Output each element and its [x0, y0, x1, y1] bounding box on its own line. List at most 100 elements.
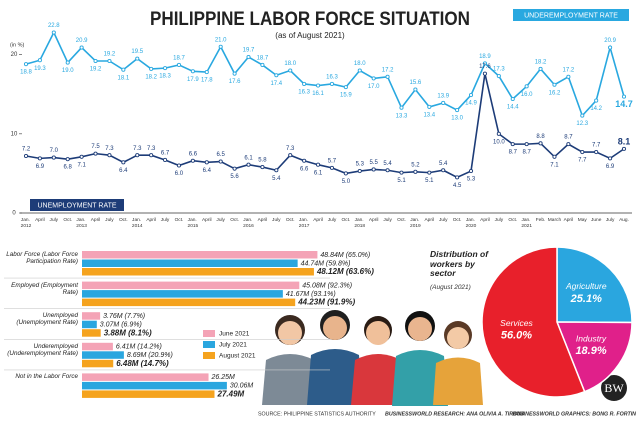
point	[468, 168, 474, 174]
bar	[82, 251, 318, 259]
point	[65, 157, 70, 162]
legend-label: July 2021	[219, 342, 247, 349]
data-label: 18.0	[284, 61, 296, 67]
data-label: 5.1	[397, 178, 406, 184]
data-label: 7.3	[133, 146, 142, 152]
x-tick-label: Oct.	[119, 217, 128, 223]
point	[482, 71, 487, 76]
x-tick-label: July	[105, 217, 114, 223]
data-label: 7.1	[77, 162, 86, 168]
point	[357, 68, 362, 73]
data-label: 6.4	[119, 168, 128, 174]
point	[538, 141, 543, 146]
point	[357, 168, 362, 174]
data-label: 7.3	[105, 146, 114, 152]
x-tick-label: Jan. 2012	[21, 217, 32, 229]
x-tick-label: Oct.	[397, 217, 406, 223]
x-tick-label: July	[606, 217, 615, 223]
data-label: 13.3	[396, 113, 408, 119]
row-label: Employed (Employment Rate)	[11, 281, 78, 296]
data-label: 14.4	[507, 105, 519, 111]
point	[135, 56, 140, 61]
point	[51, 30, 56, 35]
data-label: 18.9	[479, 54, 491, 60]
data-label: 18.3	[159, 74, 171, 80]
x-tick-label: July	[216, 217, 225, 223]
data-label: 7.2	[22, 147, 31, 153]
y-tick-label: 20	[11, 52, 18, 58]
point	[163, 66, 168, 71]
slice-label: Industry	[576, 334, 607, 344]
x-tick-label: Feb.	[536, 217, 546, 223]
series-line	[25, 73, 625, 179]
data-label: 6.1	[244, 155, 253, 161]
point	[594, 149, 599, 155]
data-label: 18.2	[535, 59, 547, 65]
row-label: Underemployed (Underemployment Rate)	[7, 342, 78, 357]
bar	[82, 312, 101, 320]
point	[441, 100, 446, 106]
logo: BW	[604, 381, 624, 395]
bar-value-label: 48.12M (63.6%)	[316, 267, 374, 276]
data-label: 5.3	[356, 162, 365, 168]
point	[37, 58, 42, 63]
slice-value: 25.1%	[570, 293, 602, 305]
point	[107, 153, 112, 158]
data-label: 19.7	[243, 48, 255, 54]
legend-box	[30, 199, 124, 211]
data-label: 4.5	[453, 183, 462, 189]
slice-label: Services	[500, 318, 533, 328]
x-tick-label: March	[548, 217, 562, 223]
point	[621, 94, 627, 99]
y-axis-label: (in %)	[10, 42, 25, 48]
data-label: 7.5	[91, 144, 100, 150]
legend-swatch	[203, 330, 215, 337]
pie-title: Distribution of workers by sector	[430, 249, 489, 278]
point	[580, 113, 585, 118]
bar-value-label: 6.41M (14.2%)	[116, 344, 162, 351]
y-tick-label: 0	[12, 211, 16, 217]
bar	[82, 298, 296, 307]
x-tick-label: July	[495, 217, 504, 223]
point	[163, 157, 168, 163]
x-tick-label: April	[91, 217, 101, 223]
pie-slice	[481, 246, 586, 398]
x-tick-label: Jan. 2019	[410, 217, 421, 229]
x-tick-label: Jan. 2014	[132, 217, 143, 229]
point	[524, 142, 529, 147]
point	[496, 73, 501, 79]
data-label: 6.7	[161, 151, 170, 157]
x-tick-label: Jan. 2016	[243, 217, 254, 229]
data-label: 6.0	[175, 171, 184, 177]
point	[232, 71, 237, 76]
data-label: 7.0	[50, 148, 59, 154]
data-label: 18.2	[145, 74, 157, 80]
point	[218, 159, 223, 164]
bar-value-label: 48.84M (65.0%)	[320, 252, 370, 259]
bar	[82, 329, 101, 337]
point	[121, 160, 126, 165]
data-label: 17.6	[229, 79, 241, 85]
legend-label: UNEMPLOYMENT RATE	[37, 202, 116, 209]
data-label: 18.8	[20, 70, 32, 76]
data-label: 5.5	[370, 160, 379, 166]
data-label: 16.2	[549, 90, 561, 96]
point	[510, 142, 515, 147]
bar-value-label: 3.07M (6.9%)	[100, 322, 142, 329]
data-label: 14.2	[590, 106, 602, 112]
point	[149, 153, 154, 158]
data-label: 7.7	[578, 158, 587, 164]
pie-slice	[556, 246, 633, 324]
data-label: 5.3	[467, 177, 476, 183]
point	[427, 170, 432, 175]
data-label: 13.9	[437, 94, 449, 100]
data-label: 20.9	[76, 38, 88, 44]
point	[343, 171, 348, 176]
point	[23, 153, 29, 159]
x-tick-label: Aug.	[619, 217, 629, 223]
data-label: 17.6	[479, 64, 491, 70]
data-label: 13.4	[423, 112, 435, 118]
point	[79, 45, 84, 50]
point	[441, 168, 446, 173]
point	[315, 162, 321, 167]
